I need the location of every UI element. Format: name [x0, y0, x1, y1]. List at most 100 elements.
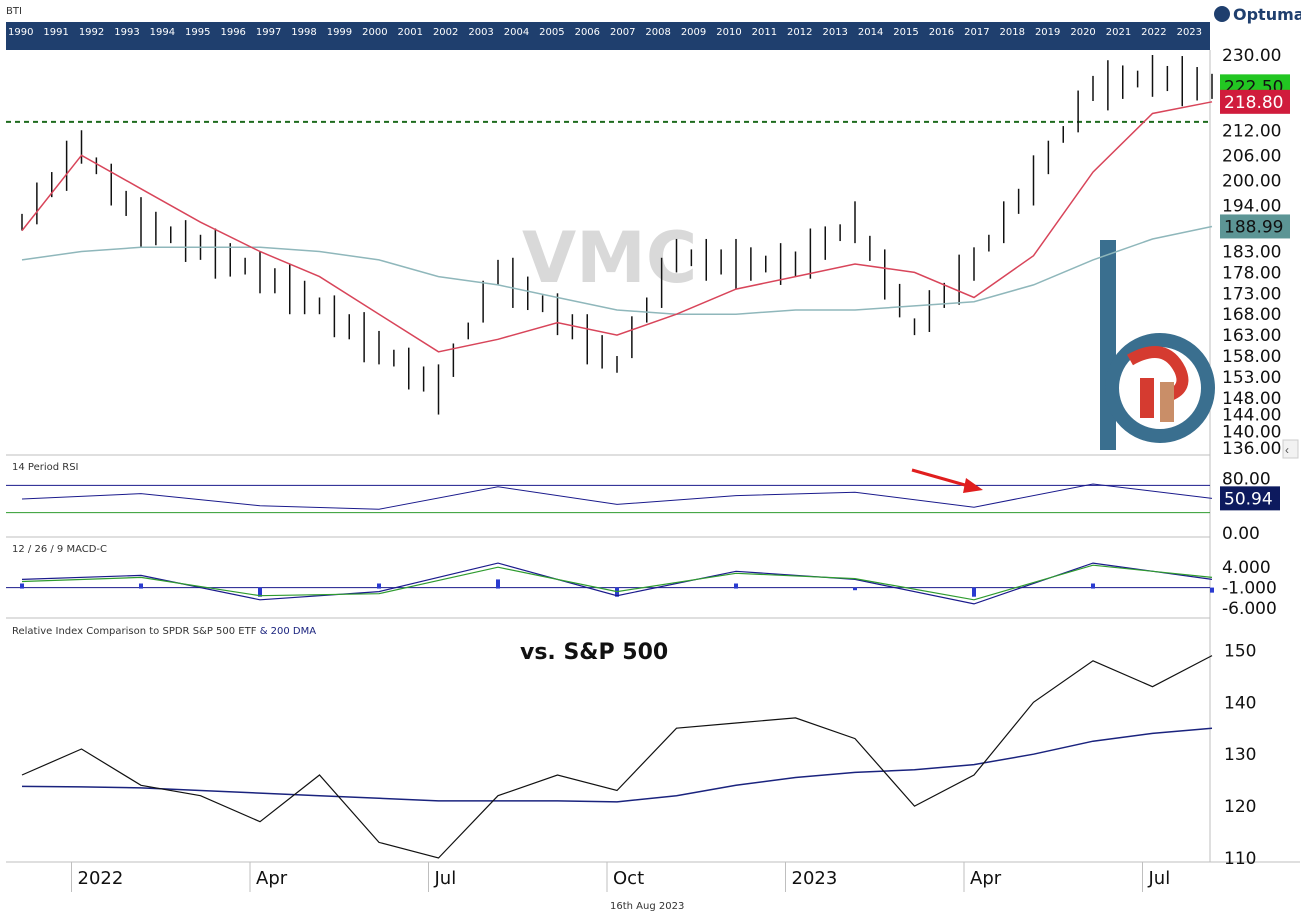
timeline-year-label: 2004 — [504, 27, 529, 38]
relative-title-main: Relative Index Comparison to SPDR S&P 50… — [12, 626, 257, 637]
xaxis-label: Apr — [256, 868, 288, 889]
macd-hist-bar — [258, 587, 262, 597]
timeline-year-label: 1992 — [79, 27, 104, 38]
relative-tick-label: 120 — [1224, 797, 1256, 817]
timeline-year-label: 2000 — [362, 27, 387, 38]
xaxis-label: 2022 — [78, 868, 124, 889]
price-tick-label: 136.00 — [1222, 439, 1281, 459]
price-tick-label: 200.00 — [1222, 171, 1281, 191]
relative-tick-label: 110 — [1224, 849, 1256, 869]
price-tick-label: 163.00 — [1222, 326, 1281, 346]
timeline-year-label: 2017 — [964, 27, 989, 38]
timeline-year-label: 1996 — [220, 27, 245, 38]
price-tick-label: 183.00 — [1222, 243, 1281, 263]
price-tick-label: 178.00 — [1222, 263, 1281, 283]
date-footer: 16th Aug 2023 — [610, 901, 684, 912]
relative-tick-label: 130 — [1224, 745, 1256, 765]
rsi-yaxis: 80.00 0.00 — [1222, 470, 1271, 544]
timeline-year-label: 1998 — [291, 27, 316, 38]
timeline-year-label: 2007 — [610, 27, 635, 38]
timeline-year-label: 2003 — [468, 27, 493, 38]
price-badge-label: 218.80 — [1224, 93, 1283, 113]
xaxis-label: Jul — [1148, 868, 1171, 889]
macd-line — [21, 562, 1213, 605]
price-tick-label: 153.00 — [1222, 368, 1281, 388]
rsi-badge-box — [1220, 486, 1280, 511]
rsi-arrow-head-icon — [963, 478, 983, 493]
timeline-year-label: 1999 — [327, 27, 352, 38]
rsi-arrow-icon — [911, 468, 973, 489]
panel-scroll-button[interactable]: ‹ — [1282, 439, 1299, 459]
timeline-year-label: 2014 — [858, 27, 883, 38]
timeline-year-label: 2011 — [752, 27, 777, 38]
timeline-years: 1990 1991 1992 1993 1994 1995 1996 1997 1998 1999… — [8, 27, 1202, 38]
brand-logo-icon — [1100, 240, 1215, 450]
macd-title: 12 / 26 / 9 MACD-C — [12, 544, 107, 555]
timeline-year-label: 2013 — [822, 27, 847, 38]
timeline-year-label: 2012 — [787, 27, 812, 38]
timeline-year-label: 2019 — [1035, 27, 1060, 38]
xaxis-label: Apr — [970, 868, 1002, 889]
price-tick-label: 194.00 — [1222, 197, 1281, 217]
price-tick-label: 212.00 — [1222, 121, 1281, 141]
price-badge-ma_short — [1220, 89, 1290, 114]
timeline-year-label: 2005 — [539, 27, 564, 38]
timeline-year-label: 2015 — [893, 27, 918, 38]
timeline-year-label: 1995 — [185, 27, 210, 38]
price-badge-ma_long — [1220, 214, 1290, 239]
macd-hist-bar — [853, 587, 857, 591]
rsi-tick-label: 0.00 — [1222, 524, 1260, 544]
macd-tick-label: -6.000 — [1222, 599, 1277, 619]
timeline-year-label: 1994 — [150, 27, 175, 38]
optuma-logo-icon — [1214, 6, 1230, 22]
relative-yaxis: 150 140 130 120 110 — [1224, 641, 1256, 869]
timeline-year-label: 2023 — [1177, 27, 1202, 38]
relative-line — [21, 655, 1213, 859]
price-tick-label: 144.00 — [1222, 406, 1281, 426]
xaxis: 2022AprJulOct2023AprJulOct — [71, 862, 1171, 892]
ticker-label: BTI — [6, 6, 22, 17]
rsi-tick-label: 80.00 — [1222, 470, 1271, 490]
price-tick-label: 140.00 — [1222, 422, 1281, 442]
timeline-year-label: 2008 — [645, 27, 670, 38]
relative-title: Relative Index Comparison to SPDR S&P 50… — [12, 626, 316, 637]
macd-hist-bar — [496, 579, 500, 589]
timeline-year-label: 2022 — [1141, 27, 1166, 38]
timeline-year-label: 2006 — [575, 27, 600, 38]
relative-tick-label: 150 — [1224, 641, 1256, 661]
price-tick-label: 173.00 — [1222, 284, 1281, 304]
timeline-year-label: 2010 — [716, 27, 741, 38]
rsi-badge-label: 50.94 — [1224, 489, 1273, 509]
watermark: VMC — [522, 217, 697, 299]
macd-hist-bar — [377, 583, 381, 589]
relative-tick-label: 140 — [1224, 693, 1256, 713]
timeline-year-label: 2016 — [929, 27, 954, 38]
relative-annotation: vs. S&P 500 — [520, 640, 668, 665]
price-tick-label: 230.00 — [1222, 46, 1281, 66]
rsi-badge: 50.94 — [1220, 486, 1280, 511]
macd-hist-bar — [1091, 583, 1095, 589]
rsi-title: 14 Period RSI — [12, 462, 79, 473]
macd-hist-bar — [972, 587, 976, 597]
macd-hist-bar — [20, 583, 24, 589]
timeline-year-label: 1997 — [256, 27, 281, 38]
optuma-brand[interactable]: Optuma — [1214, 5, 1301, 24]
macd-yaxis: 4.000-1.000-6.000 — [1222, 558, 1277, 619]
rsi-line — [21, 483, 1213, 510]
timeline-strip[interactable] — [6, 22, 1210, 50]
xaxis-label: 2023 — [792, 868, 838, 889]
optuma-brand-label: Optuma — [1233, 5, 1301, 24]
timeline-year-label: 2009 — [681, 27, 706, 38]
timeline-year-label: 1993 — [114, 27, 139, 38]
timeline-year-label: 2018 — [1000, 27, 1025, 38]
timeline-year-label: 1990 — [8, 27, 33, 38]
macd-hist-bar — [139, 583, 143, 589]
relative-ma-line — [21, 727, 1213, 803]
timeline-year-label: 2001 — [398, 27, 423, 38]
xaxis-label: Jul — [434, 868, 457, 889]
timeline-year-label: 1991 — [43, 27, 68, 38]
price-tick-label: 168.00 — [1222, 305, 1281, 325]
price-tick-label: 206.00 — [1222, 146, 1281, 166]
macd-tick-label: 4.000 — [1222, 558, 1271, 578]
